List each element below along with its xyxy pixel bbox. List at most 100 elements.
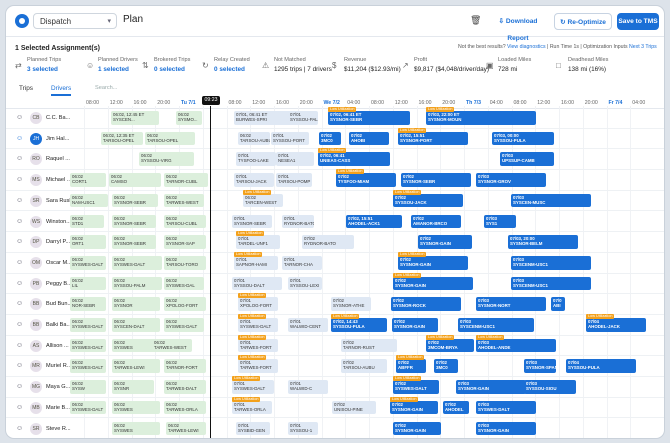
trip-block[interactable]: 07/03 SYS1 [484, 214, 516, 229]
stat-value[interactable]: 0 selected [154, 66, 185, 73]
search-input[interactable]: Search... [95, 85, 118, 91]
driver-row[interactable]: ☺ OM Oscar M... [6, 252, 664, 274]
trip-block[interactable]: 06:02 CAMSO [109, 173, 161, 187]
trip-block[interactable]: 07/03 SYSNOR-NORT [476, 297, 546, 311]
trip-block[interactable]: 06:02 SYSWES-DALT [70, 400, 106, 415]
trip-block[interactable]: 06:02 TARNOR-FORT [164, 359, 206, 374]
driver-row[interactable]: ☺ PB Peggy B... [6, 273, 664, 295]
trip-block[interactable]: 07/03 SYSNOR-GAIN [456, 380, 526, 394]
tab-drivers[interactable]: Drivers [51, 85, 72, 96]
driver-row[interactable]: ☺ CB C.C. Ba... [6, 107, 664, 129]
trip-block[interactable]: 07/02 SYSNOR-GAIN [393, 421, 441, 436]
trip-block[interactable]: 07/02, 14:43 SYSSOU-PULA [331, 318, 387, 332]
trip-block[interactable]: 06:02 TARSOU-CUBL [164, 214, 206, 229]
trip-block[interactable]: 07/01 SAPNOR-HAMI [234, 255, 278, 270]
trip-block[interactable]: 07/01 TARWES-FORT [238, 338, 278, 353]
trip-block[interactable]: 07/01 SYSWES-DALT [238, 318, 278, 332]
trip-block[interactable]: 06:02 SYSW [70, 380, 106, 394]
trip-block[interactable]: 07/01 SYSWES-DALT [232, 380, 274, 394]
trip-block[interactable]: 07/02, 06:41 UNIEAS-CASS [318, 152, 390, 167]
trip-block[interactable]: 06:02 TARNOR-CUBL [164, 173, 208, 187]
trip-block[interactable]: 07/02 AMANOR-BRCO [411, 214, 461, 229]
trip-block[interactable]: 06:02 STD1 [70, 214, 104, 229]
trip-block[interactable]: 07/01, 06:41 ET BURWES-SPRI [234, 111, 292, 125]
trip-block[interactable]: 06:02 XPOLOG-FORT [164, 297, 206, 311]
trip-block[interactable]: 06:02 TARWES-LEWI [112, 359, 160, 374]
trip-block[interactable]: 06:02 SYSWES-DALT [70, 255, 106, 270]
trip-block[interactable]: 06:02 SYSWES-DALT [70, 338, 106, 353]
driver-row[interactable]: ☺ RO Raquel ... [6, 148, 664, 171]
trip-block[interactable]: 07/01 SYSSOU-1 [288, 421, 318, 436]
trip-block[interactable]: 07/02 SYSNOR-GAIN [390, 400, 438, 415]
trip-block[interactable]: 06:02 LIL [70, 276, 106, 291]
trip-block[interactable]: 07/01 WALWID-C [288, 380, 328, 394]
trip-block[interactable]: 06:02 TARCEN-WEST [243, 193, 283, 208]
trip-block[interactable]: 07/02 TYSFOO-MIAM [336, 173, 396, 187]
trip-block[interactable]: 07/02 RYDNOR-BATO [302, 235, 354, 249]
trip-block[interactable]: 07/01 SYSSOU-LEXI [288, 276, 322, 291]
trip-block[interactable]: 07/01 SYSSOU-PORT [271, 131, 309, 146]
trip-block[interactable]: 07/03 AHODEL-ANDE [476, 338, 556, 353]
trip-block[interactable]: 07/03, 20:00 SYSNOR-BELM [508, 235, 578, 249]
app-selector[interactable]: Dispatch ▾ [33, 13, 117, 29]
trip-block[interactable]: 06:02 TARWES-LEWI [166, 421, 206, 436]
trip-block[interactable]: 07/01 TARSOU-JACK [234, 173, 274, 187]
save-to-tms-button[interactable]: Save to TMS [617, 13, 659, 30]
stat-value[interactable]: 0 selected [214, 66, 245, 73]
trip-block[interactable]: 07/02 SYSNOR-GAIN [398, 255, 468, 270]
driver-row[interactable]: ☺ WS Winston... [6, 211, 664, 233]
stat-value[interactable]: 3 selected [27, 66, 58, 73]
trip-block[interactable]: 07/03 SYSWES-DALT [476, 400, 536, 415]
trip-block[interactable]: 07/03 SYSCENM-USC1 [458, 318, 534, 332]
trip-block[interactable]: 06:02 TARWES-WEST [152, 338, 192, 353]
trip-block[interactable]: 06:02 SYSWES-DALT [70, 318, 106, 332]
trip-block[interactable]: 07/01 NESEA1 [276, 152, 314, 167]
trip-block[interactable]: 07/01 TYSFOO-LAKE [236, 152, 276, 167]
trip-block[interactable]: 07/02 SYSNOR-ATHE [331, 297, 371, 311]
stat-value[interactable]: 1 selected [98, 66, 129, 73]
trip-block[interactable]: 06:02, 12:45 ET SYSCEN... [111, 111, 159, 125]
trip-block[interactable]: 06:02 SYSSOU-VIRG [139, 152, 194, 167]
trip-block[interactable]: 06:02 TARSOU-OPEL [145, 131, 195, 146]
trip-block[interactable]: 07/03, 22:00 ET SYSNOR-MOUN [426, 111, 536, 125]
trip-block[interactable]: 07/02 UNISOU-PINE [332, 400, 376, 415]
driver-row[interactable]: ☺ MS Michael ... [6, 169, 664, 191]
trip-block[interactable]: 07/02 AHODEL [443, 400, 469, 415]
trip-block[interactable]: 06:02 SYSWES [112, 400, 160, 415]
tab-trips[interactable]: Trips [19, 85, 33, 92]
trip-block[interactable]: 07/03 SYSCENM-USC1 [511, 276, 591, 291]
trip-block[interactable]: 06:02 ORT1 [70, 235, 106, 249]
trip-block[interactable]: 06:02 SYSWES-DAL [164, 276, 204, 291]
trip-block[interactable]: 06:02 SYSWES-DALT [164, 318, 204, 332]
trip-block[interactable]: 07/01 TARNOR-CHA [282, 255, 322, 270]
trip-block[interactable]: 07/01 TARWES-ORLA [232, 400, 272, 415]
trip-block[interactable]: 07/03 SYSNOR-GROV [476, 173, 546, 187]
driver-row[interactable]: ☺ MR Muriel R... [6, 355, 664, 378]
trip-block[interactable]: 07/01 SYSSOU-DALT [232, 276, 282, 291]
trip-block[interactable]: 06:02 SYSNOR [112, 297, 160, 311]
trip-block[interactable]: 07/02 3MC0 [319, 131, 341, 146]
trip-block[interactable]: 07/04 AHODEL-JACK [586, 318, 646, 332]
trip-block[interactable]: 06:02 SYSMO... [176, 111, 202, 125]
trip-block[interactable]: 07/01 TARSOU-POMP [276, 173, 312, 187]
trip-block[interactable]: 07/04 SYSSOU-PULA [566, 359, 636, 374]
driver-row[interactable]: ☺ MG Maya G... [6, 376, 664, 398]
trip-block[interactable]: 07/03 SYSCEN-MUSC [511, 193, 591, 208]
trip-block[interactable]: 07/02 SYSNOR-GAIN [392, 318, 438, 332]
trip-block[interactable]: 07/03 SYSCENM-USC1 [511, 255, 591, 270]
trip-block[interactable]: 07/01 WALWID-CENT [288, 318, 328, 332]
trip-block[interactable]: 07/01 TARWES-FORT [238, 359, 278, 374]
trip-block[interactable]: 06:02 SYSNR [112, 380, 154, 394]
trip-block[interactable]: 06:02, 12:35 ET TARSOU-OPEL [101, 131, 143, 146]
trip-block[interactable]: 07/01 XPOLOG-FORT [238, 297, 278, 311]
trip-block[interactable]: 06:02 SYSWES-DALT [112, 255, 162, 270]
trip-block[interactable]: 07/02, 15:51 SYSNOR-PORT [398, 131, 468, 146]
trip-block[interactable]: 07/02, 06:41 ET SYSNOR-SEBR [328, 111, 410, 125]
trip-block[interactable]: 06:02 SYSWES [112, 338, 160, 353]
trip-block[interactable]: 07/02, 15:51 AHODEL-ACK1 [346, 214, 402, 229]
trip-block[interactable]: 07/02 AHOBI [349, 131, 389, 146]
trip-block[interactable]: 06:02 TARWES-WEST [164, 193, 204, 208]
trip-block[interactable]: 07/02 SYSNOR-GAIN [418, 235, 472, 249]
trip-block[interactable]: 07/03 SYSNOR-SPAN [524, 359, 556, 374]
trip-block[interactable]: 06:02 TARWES-ORLA [164, 400, 206, 415]
